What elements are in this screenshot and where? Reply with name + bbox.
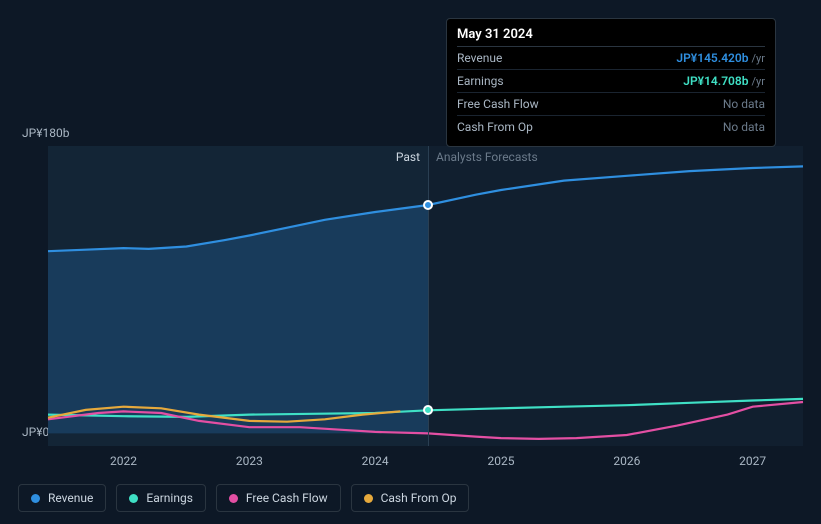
chart-plot-area[interactable]: Past Analysts Forecasts (48, 146, 803, 446)
tooltip-row-value: No data (723, 120, 765, 134)
legend-dot-icon (229, 494, 238, 503)
legend-item-cfo[interactable]: Cash From Op (351, 484, 470, 512)
tooltip-row-label: Earnings (457, 74, 504, 88)
x-axis-tick: 2027 (739, 454, 766, 468)
legend-dot-icon (31, 494, 40, 503)
x-axis-tick: 2023 (236, 454, 263, 468)
legend-item-label: Cash From Op (381, 491, 457, 505)
tooltip-row-label: Cash From Op (457, 120, 533, 134)
tooltip-row-label: Free Cash Flow (457, 97, 539, 111)
legend-item-earnings[interactable]: Earnings (116, 484, 206, 512)
legend-item-label: Free Cash Flow (246, 491, 328, 505)
x-axis-tick: 2026 (613, 454, 640, 468)
legend-item-fcf[interactable]: Free Cash Flow (216, 484, 341, 512)
chart-container: May 31 2024 Revenue JP¥145.420b/yr Earning… (18, 18, 803, 506)
legend-item-label: Revenue (48, 491, 93, 505)
chart-legend: Revenue Earnings Free Cash Flow Cash From O… (18, 484, 469, 512)
revenue-area (48, 205, 428, 433)
marker-dot-earnings (423, 405, 433, 415)
chart-tooltip: May 31 2024 Revenue JP¥145.420b/yr Earning… (446, 18, 776, 147)
tooltip-row-value: No data (723, 97, 765, 111)
marker-dot-revenue (423, 200, 433, 210)
x-axis-tick: 2025 (488, 454, 515, 468)
tooltip-row: Cash From Op No data (457, 116, 765, 138)
chart-svg (48, 146, 803, 446)
tooltip-row-value: JP¥145.420b/yr (676, 51, 765, 65)
tooltip-row-label: Revenue (457, 51, 502, 65)
tooltip-row: Free Cash Flow No data (457, 93, 765, 116)
tooltip-row: Revenue JP¥145.420b/yr (457, 47, 765, 70)
legend-item-revenue[interactable]: Revenue (18, 484, 106, 512)
legend-item-label: Earnings (146, 491, 193, 505)
legend-dot-icon (364, 494, 373, 503)
x-axis-tick: 2024 (362, 454, 389, 468)
legend-dot-icon (129, 494, 138, 503)
current-date-line (428, 146, 429, 446)
tooltip-row: Earnings JP¥14.708b/yr (457, 70, 765, 93)
y-axis-label-min: JP¥0 (22, 425, 49, 439)
y-axis-label-max: JP¥180b (22, 126, 69, 140)
tooltip-date: May 31 2024 (457, 27, 765, 47)
tooltip-row-value: JP¥14.708b/yr (683, 74, 765, 88)
x-axis-tick: 2022 (110, 454, 137, 468)
